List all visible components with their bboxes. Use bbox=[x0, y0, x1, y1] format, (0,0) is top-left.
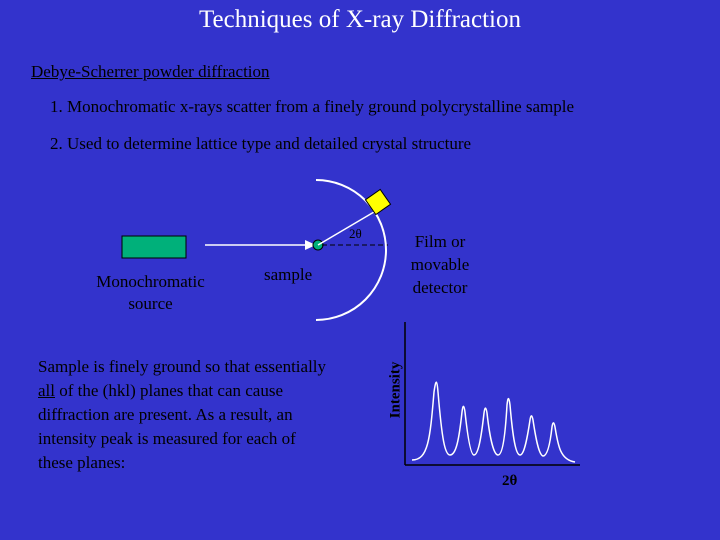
slide-title: Techniques of X-ray Diffraction bbox=[199, 6, 521, 33]
description-text: Sample is finely ground so that essentia… bbox=[38, 355, 328, 475]
source-label-line2: source bbox=[128, 294, 173, 313]
incident-beam-arrowhead bbox=[305, 240, 316, 250]
source-label: Monochromatic source bbox=[78, 271, 223, 315]
diffraction-pattern-curve bbox=[411, 381, 576, 463]
detector-label-line2: movable bbox=[410, 255, 470, 274]
description-part-2: of the (hkl) planes that can cause diffr… bbox=[38, 381, 296, 472]
intensity-axis-label: Intensity bbox=[387, 361, 404, 419]
xray-source bbox=[121, 235, 187, 259]
detector-label-line1: Film or bbox=[414, 232, 466, 251]
source-label-line1: Monochromatic bbox=[96, 272, 205, 291]
detector-label: Film or movable detector bbox=[400, 230, 480, 299]
detector-square bbox=[364, 188, 392, 216]
description-underlined-word: all bbox=[38, 381, 55, 400]
two-theta-axis-label: 2θ bbox=[502, 473, 518, 489]
list-item-2: 2. Used to determine lattice type and de… bbox=[50, 134, 472, 153]
detector-arc bbox=[315, 179, 387, 321]
slide-subtitle: Debye-Scherrer powder diffraction bbox=[31, 62, 270, 81]
diffracted-beam bbox=[317, 211, 375, 246]
list-item-1: 1. Monochromatic x-rays scatter from a f… bbox=[50, 97, 575, 116]
sample-label: sample bbox=[264, 265, 313, 284]
detector-label-line3: detector bbox=[412, 278, 468, 297]
description-part-1: Sample is finely ground so that essentia… bbox=[38, 357, 327, 376]
two-theta-angle-label: 2θ bbox=[349, 226, 362, 241]
